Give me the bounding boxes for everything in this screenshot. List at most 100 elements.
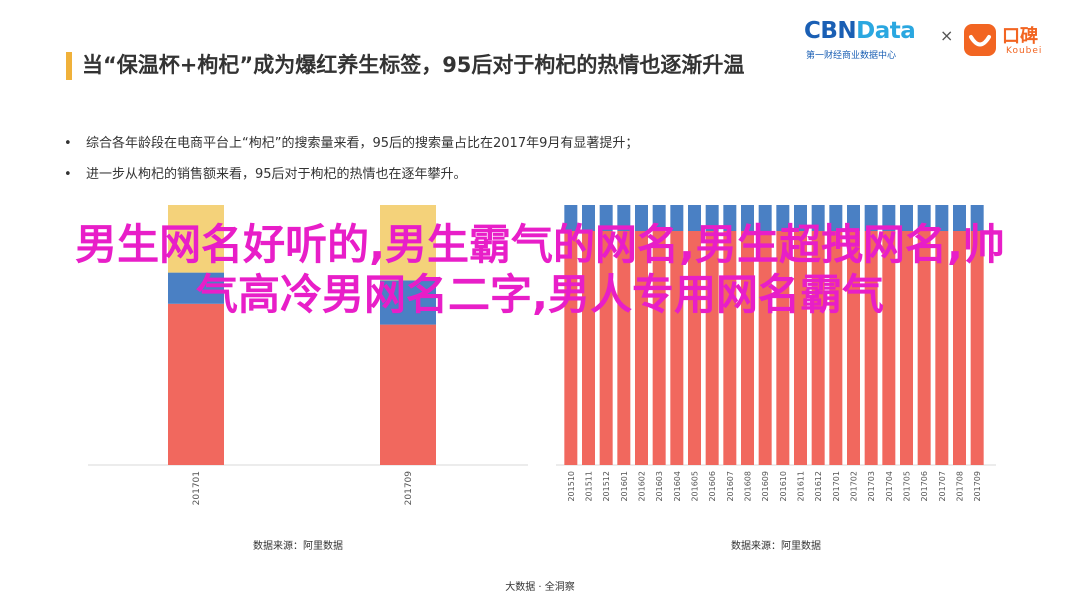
bar-segment-201705-s1	[900, 205, 913, 231]
x-tick-label: 201704	[885, 471, 894, 502]
bar-segment-201608-s1	[741, 205, 754, 231]
x-tick-label: 201610	[779, 471, 788, 502]
bar-segment-201510-s0	[564, 231, 578, 465]
partner-logos: CBNData 第一财经商业数据中心 × 口碑 Koubei	[804, 18, 1054, 64]
bar-segment-201603-s1	[652, 205, 666, 231]
bar-segment-201701-s2	[168, 205, 224, 273]
x-tick-label: 201607	[726, 471, 735, 502]
bar-segment-201702-s0	[847, 231, 860, 465]
bar-segment-201606-s1	[705, 205, 719, 231]
bar-segment-201609-s0	[758, 231, 772, 465]
x-tick-label: 201701	[832, 471, 841, 502]
bar-segment-201701-s1	[829, 205, 843, 231]
bar-segment-201609-s1	[758, 205, 772, 231]
x-tick-label: 201603	[655, 471, 664, 502]
x-tick-label: 201602	[638, 471, 647, 502]
bar-segment-201709-s0	[380, 324, 436, 465]
bullet-item-2: • 进一步从枸杞的销售额来看，95后对于枸杞的热情也在逐年攀升。	[64, 159, 964, 190]
bar-segment-201611-s1	[794, 205, 807, 231]
x-tick-label: 201605	[691, 471, 700, 502]
chart-source-left: 数据来源：阿里数据	[253, 541, 343, 552]
bar-segment-201704-s1	[882, 205, 896, 231]
bar-segment-201610-s0	[776, 231, 790, 465]
x-tick-label: 201601	[620, 471, 629, 502]
bar-segment-201701-s0	[829, 231, 843, 465]
bar-segment-201512-s0	[599, 231, 613, 465]
x-tick-label: 201709	[404, 471, 414, 506]
x-tick-label: 201511	[585, 471, 594, 502]
bullet-list: • 综合各年龄段在电商平台上“枸杞”的搜索量来看，95后的搜索量占比在2017年…	[64, 128, 964, 190]
title-accent-bar	[66, 52, 72, 80]
search-share-chart: 201701 201709	[88, 205, 528, 506]
x-tick-label: 201608	[744, 471, 753, 502]
x-tick-label: 201612	[814, 471, 823, 502]
cbndata-subtitle: 第一财经商业数据中心	[806, 51, 897, 61]
bar-segment-201605-s1	[688, 205, 701, 231]
bar-segment-201606-s0	[705, 231, 719, 465]
bar-segment-201605-s0	[688, 231, 701, 465]
overlay-headline: 男生网名好听的,男生霸气的网名,男生超拽网名,帅气高冷男网名二字,男人专用网名霸…	[75, 220, 1005, 319]
bar-segment-201705-s0	[900, 231, 913, 465]
bar-segment-201602-s1	[635, 205, 648, 231]
bar-segment-201511-s0	[582, 231, 595, 465]
bar-segment-201706-s0	[917, 231, 931, 465]
x-tick-label: 201512	[602, 471, 611, 502]
koubei-logo-text: 口碑	[1002, 26, 1038, 47]
bar-segment-201601-s1	[617, 205, 631, 231]
cbndata-logo: CBNData	[804, 18, 916, 44]
bar-segment-201510-s1	[564, 205, 578, 231]
bar-segment-201707-s1	[935, 205, 949, 231]
bar-segment-201709-s0	[970, 231, 984, 465]
chart-panel-right: 201510 201511 201512 201601 201602 201603 2016…	[556, 205, 996, 590]
bar-segment-201607-s0	[723, 231, 737, 465]
bar-segment-201607-s1	[723, 205, 737, 231]
bar-segment-201709-s1	[380, 280, 436, 325]
bar-segment-201611-s0	[794, 231, 807, 465]
sales-share-chart: 201510 201511 201512 201601 201602 201603 2016…	[556, 205, 996, 502]
bar-segment-201604-s1	[670, 205, 684, 231]
bar-segment-201706-s1	[917, 205, 931, 231]
bar-segment-201709-s1	[970, 205, 984, 231]
x-tick-label: 201606	[708, 471, 717, 502]
bar-segment-201703-s1	[864, 205, 878, 231]
cbn-logo-part2: Data	[856, 18, 916, 44]
bullet-text: 综合各年龄段在电商平台上“枸杞”的搜索量来看，95后的搜索量占比在2017年9月…	[86, 136, 639, 151]
bar-segment-201512-s1	[599, 205, 613, 231]
bar-segment-201612-s0	[811, 231, 825, 465]
bar-segment-201511-s1	[582, 205, 595, 231]
x-tick-label: 201609	[761, 471, 770, 502]
chart-source-right: 数据来源：阿里数据	[731, 541, 821, 552]
bar-segment-201702-s1	[847, 205, 860, 231]
x-tick-label: 201611	[797, 471, 806, 502]
bullet-text: 进一步从枸杞的销售额来看，95后对于枸杞的热情也在逐年攀升。	[86, 167, 467, 182]
x-tick-label: 201701	[192, 471, 202, 505]
bar-segment-201603-s0	[652, 231, 666, 465]
bar-segment-201708-s1	[953, 205, 966, 231]
x-tick-label: 201708	[956, 471, 965, 502]
bullet-dot: •	[64, 167, 72, 182]
bar-segment-201704-s0	[882, 231, 896, 465]
bar-segment-201701-s0	[168, 303, 224, 465]
slide-title: 当“保温杯+枸杞”成为爆红养生标签，95后对于枸杞的热情也逐渐升温	[82, 53, 745, 77]
bar-segment-201604-s0	[670, 231, 684, 465]
x-tick-label: 201706	[920, 471, 929, 502]
slide-footer: 大数据 · 全洞察	[505, 582, 575, 593]
bar-segment-201610-s1	[776, 205, 790, 231]
cbn-logo-part1: CBN	[804, 18, 857, 44]
koubei-logo-subtitle: Koubei	[1006, 46, 1043, 56]
bar-segment-201608-s0	[741, 231, 754, 465]
bar-segment-201602-s0	[635, 231, 648, 465]
bar-segment-201709-s2	[380, 205, 436, 281]
bullet-dot: •	[64, 136, 72, 151]
x-tick-label: 201707	[938, 471, 947, 502]
x-tick-label: 201604	[673, 471, 682, 502]
x-tick-label: 201705	[903, 471, 912, 502]
logo-cross: ×	[940, 26, 954, 45]
x-tick-label: 201702	[850, 471, 859, 502]
bar-segment-201701-s1	[168, 272, 224, 304]
chart-panel-left: 201701 201709	[88, 205, 528, 590]
x-tick-label: 201709	[973, 471, 982, 502]
bullet-item-1: • 综合各年龄段在电商平台上“枸杞”的搜索量来看，95后的搜索量占比在2017年…	[64, 128, 964, 159]
bar-segment-201601-s0	[617, 231, 631, 465]
